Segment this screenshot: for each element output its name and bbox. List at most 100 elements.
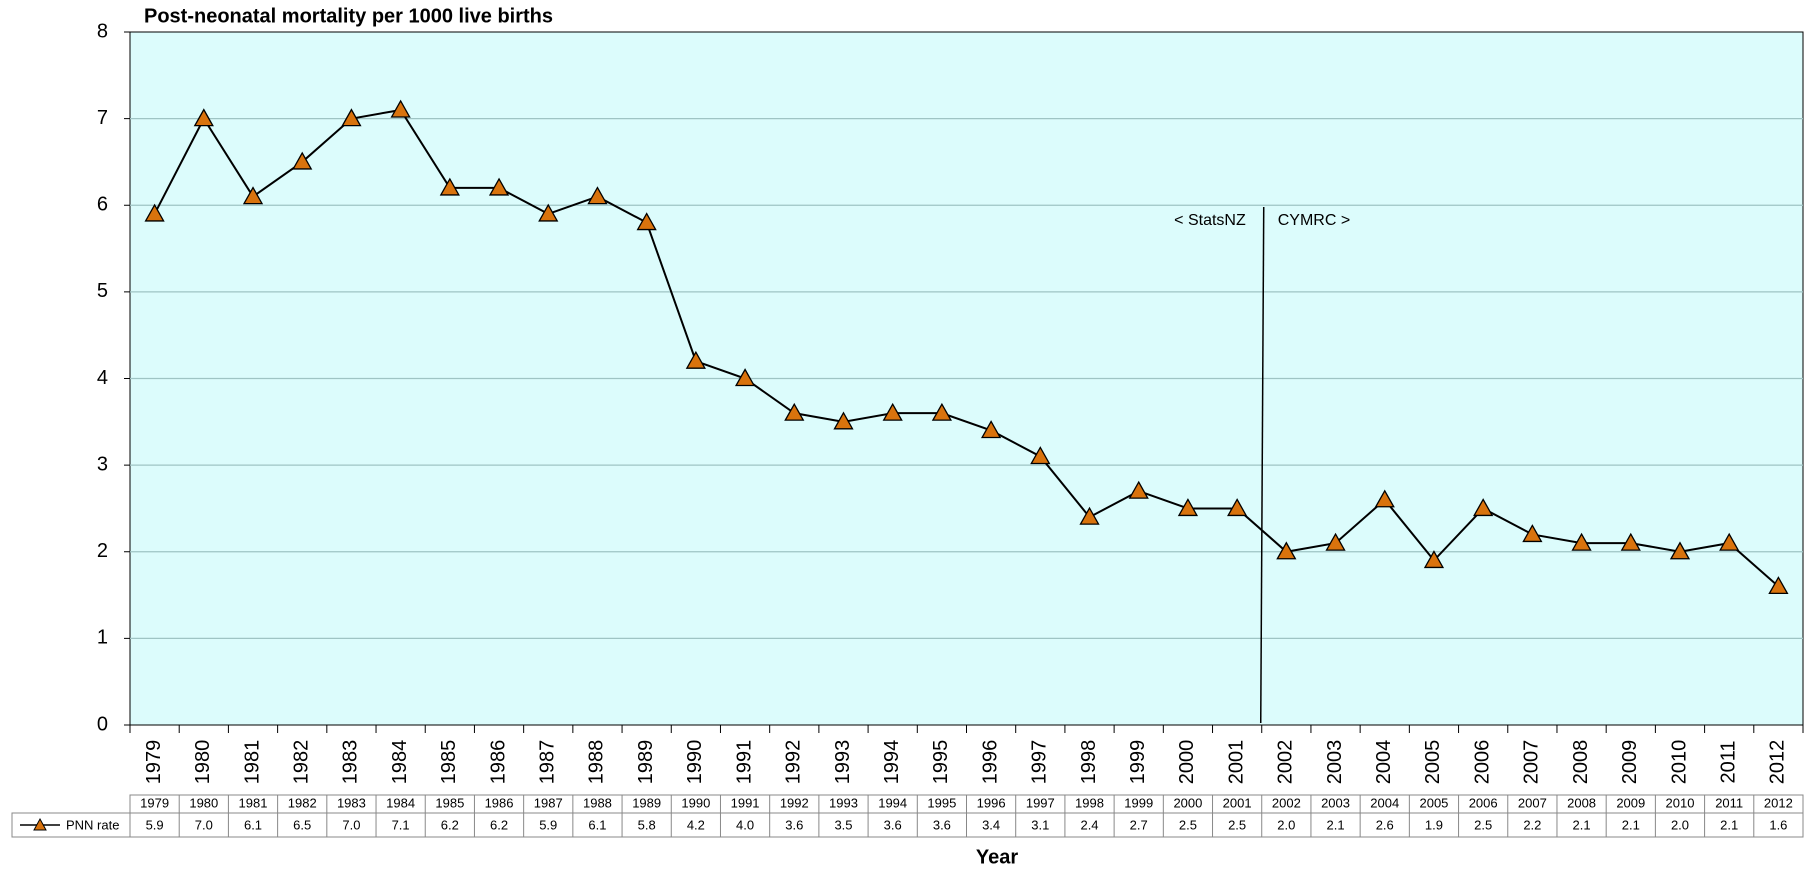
x-tick-label: 1991 bbox=[733, 740, 755, 785]
table-value: 6.1 bbox=[244, 817, 262, 832]
table-value: 2.2 bbox=[1523, 817, 1541, 832]
x-tick-label: 2005 bbox=[1422, 740, 1444, 785]
marker bbox=[1571, 532, 1592, 551]
table-value: 2.1 bbox=[1622, 817, 1640, 832]
source-divider bbox=[1259, 206, 1265, 724]
table-value: 1.6 bbox=[1769, 817, 1787, 832]
table-year: 2008 bbox=[1567, 795, 1596, 810]
marker bbox=[1768, 576, 1789, 595]
marker bbox=[1177, 498, 1199, 517]
table-year: 1991 bbox=[731, 795, 760, 810]
y-tick-label: 1 bbox=[97, 627, 108, 649]
x-tick-label: 1984 bbox=[389, 740, 411, 785]
marker bbox=[1079, 506, 1100, 525]
x-tick-label: 1996 bbox=[979, 740, 1001, 785]
table-year: 1982 bbox=[288, 795, 317, 810]
marker bbox=[242, 186, 264, 205]
table-value: 4.0 bbox=[736, 817, 754, 832]
table-value: 7.0 bbox=[195, 817, 213, 832]
marker bbox=[488, 177, 510, 196]
x-tick-label: 1994 bbox=[881, 740, 903, 785]
table-year: 2006 bbox=[1469, 795, 1498, 810]
table-value: 2.0 bbox=[1671, 817, 1689, 832]
table-year: 2009 bbox=[1616, 795, 1645, 810]
table-year: 1998 bbox=[1075, 795, 1104, 810]
table-value: 7.1 bbox=[392, 817, 410, 832]
table-value: 2.5 bbox=[1179, 817, 1197, 832]
x-tick-label: 2004 bbox=[1373, 740, 1395, 785]
table-year: 2002 bbox=[1272, 795, 1301, 810]
table-value: 2.5 bbox=[1228, 817, 1246, 832]
marker bbox=[1276, 541, 1297, 560]
table-year: 1994 bbox=[878, 795, 907, 810]
legend-marker bbox=[33, 817, 47, 831]
table-year: 1996 bbox=[977, 795, 1006, 810]
table-year: 1983 bbox=[337, 795, 366, 810]
y-tick-label: 0 bbox=[97, 713, 108, 735]
x-tick-label: 2011 bbox=[1717, 740, 1739, 783]
table-value: 5.9 bbox=[146, 817, 164, 832]
marker bbox=[1620, 532, 1641, 551]
table-year: 2003 bbox=[1321, 795, 1350, 810]
marker bbox=[1325, 532, 1346, 551]
marker bbox=[1227, 498, 1248, 517]
marker bbox=[734, 368, 756, 387]
marker bbox=[1669, 541, 1691, 560]
table-year: 2005 bbox=[1419, 795, 1448, 810]
marker bbox=[784, 402, 805, 421]
marker bbox=[882, 402, 903, 421]
marker bbox=[144, 203, 165, 222]
table-year: 1986 bbox=[485, 795, 514, 810]
x-tick-label: 2002 bbox=[1275, 740, 1297, 785]
table-year: 1997 bbox=[1026, 795, 1055, 810]
x-tick-label: 1993 bbox=[832, 740, 854, 785]
legend-label: PNN rate bbox=[66, 817, 119, 832]
table-value: 3.6 bbox=[785, 817, 803, 832]
annotation: CYMRC > bbox=[1278, 212, 1350, 229]
table-year: 1984 bbox=[386, 795, 415, 810]
marker bbox=[439, 177, 460, 196]
marker bbox=[980, 420, 1002, 439]
table-year: 1999 bbox=[1124, 795, 1153, 810]
x-tick-label: 1979 bbox=[143, 740, 165, 785]
x-tick-label: 2006 bbox=[1471, 740, 1493, 785]
x-tick-label: 2000 bbox=[1176, 740, 1198, 785]
table-value: 7.0 bbox=[342, 817, 360, 832]
table-value: 6.2 bbox=[490, 817, 508, 832]
x-tick-label: 1987 bbox=[537, 740, 559, 785]
y-tick-label: 2 bbox=[97, 540, 108, 562]
table-value: 1.9 bbox=[1425, 817, 1443, 832]
y-tick-label: 4 bbox=[97, 367, 108, 389]
x-tick-label: 2012 bbox=[1767, 740, 1789, 785]
table-year: 1988 bbox=[583, 795, 612, 810]
x-tick-label: 2003 bbox=[1324, 740, 1346, 785]
marker bbox=[636, 212, 657, 231]
table-value: 2.0 bbox=[1277, 817, 1295, 832]
table-year: 1992 bbox=[780, 795, 809, 810]
x-tick-label: 1995 bbox=[930, 740, 952, 785]
table-year: 2010 bbox=[1666, 795, 1695, 810]
table-year: 2000 bbox=[1173, 795, 1202, 810]
x-tick-label: 1982 bbox=[291, 740, 313, 785]
marker bbox=[538, 203, 559, 222]
x-tick-label: 1992 bbox=[783, 740, 805, 785]
table-year: 2004 bbox=[1370, 795, 1399, 810]
table-value: 4.2 bbox=[687, 817, 705, 832]
marker bbox=[833, 411, 854, 430]
x-tick-label: 1999 bbox=[1127, 740, 1149, 785]
x-tick-label: 2009 bbox=[1619, 740, 1641, 785]
x-tick-label: 1980 bbox=[192, 740, 214, 785]
x-tick-label: 1983 bbox=[340, 740, 362, 785]
table-year: 1990 bbox=[681, 795, 710, 810]
table-value: 3.5 bbox=[834, 817, 852, 832]
table-year: 1987 bbox=[534, 795, 563, 810]
x-tick-label: 1990 bbox=[684, 740, 706, 785]
x-tick-label: 1988 bbox=[586, 740, 608, 785]
marker bbox=[587, 186, 608, 205]
y-tick-label: 7 bbox=[97, 107, 108, 129]
table-value: 6.5 bbox=[293, 817, 311, 832]
table-year: 1980 bbox=[189, 795, 218, 810]
table-value: 3.4 bbox=[982, 817, 1000, 832]
x-tick-label: 2008 bbox=[1570, 740, 1592, 785]
table-value: 2.4 bbox=[1080, 817, 1098, 832]
